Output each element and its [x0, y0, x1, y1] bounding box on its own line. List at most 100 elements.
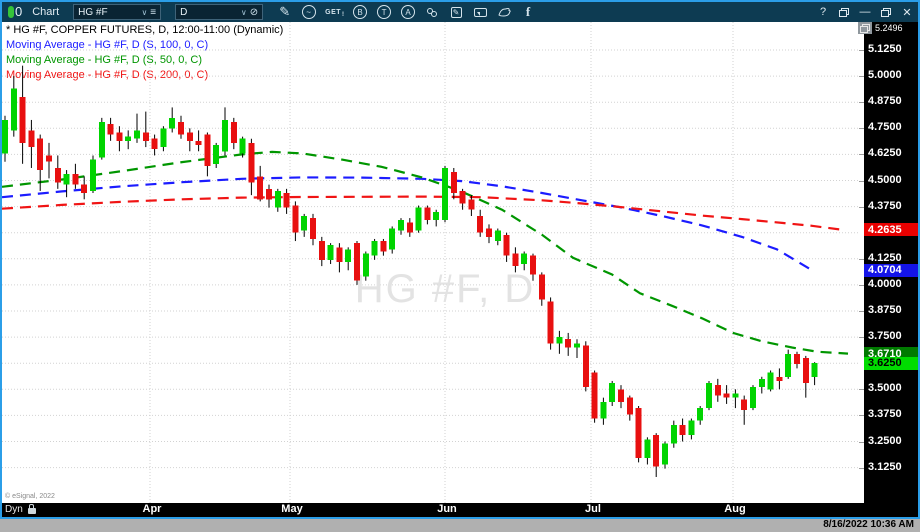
clock-datetime: 8/16/2022 10:36 AM [823, 519, 914, 530]
time-axis-bar[interactable]: Dyn Apr May Jun Jul Aug [2, 503, 918, 517]
interval-dropdown[interactable]: D ∨ ⊘ [175, 4, 264, 20]
candle-down [653, 435, 660, 467]
compose-note-icon[interactable]: ✎ [449, 4, 464, 20]
scale-top-value: 5.2496 [872, 22, 918, 34]
candle-up [90, 159, 96, 191]
candle-down [54, 167, 61, 183]
candle-down [46, 155, 52, 162]
candle-down [336, 247, 343, 262]
candle-down [230, 122, 237, 143]
circle-b-icon[interactable]: B [353, 4, 368, 20]
candle-up [222, 119, 228, 152]
candle-up [63, 174, 70, 185]
candle-down [142, 132, 149, 141]
candle-down [468, 199, 475, 210]
candle-up [389, 228, 396, 250]
candle-up [670, 424, 677, 444]
legend-line-2[interactable]: Moving Average - HG #F, D (S, 50, 0, C) [6, 54, 203, 66]
chat-bubble-icon[interactable] [473, 4, 488, 20]
candle-up [697, 408, 704, 421]
ma-line-ma-50[interactable] [2, 150, 849, 355]
candle-down [512, 253, 519, 267]
month-label-jun: Jun [437, 503, 457, 515]
pane-maximize-button[interactable] [858, 22, 872, 34]
draw-pencil-icon[interactable]: ✎ [279, 4, 291, 19]
candle-up [758, 378, 765, 388]
chart-legend: * HG #F, COPPER FUTURES, D, 12:00-11:00 … [6, 23, 283, 83]
candle-down [794, 353, 800, 365]
candle-down [292, 205, 299, 233]
price-tick-label: 3.8750 [868, 304, 902, 316]
circle-a-icon[interactable]: A [401, 4, 416, 20]
candle-down [530, 255, 536, 275]
candle-down [802, 357, 809, 384]
candle-up [556, 337, 563, 344]
price-tick-label: 4.5000 [868, 173, 902, 186]
candle-down [116, 132, 123, 141]
ma-line-ma-200[interactable] [2, 195, 844, 231]
window-controls: ? — ✕ [816, 2, 914, 22]
candle-up [125, 136, 132, 141]
candle-down [776, 376, 783, 381]
candle-down [424, 207, 431, 221]
title-bar: 0 Chart HG #F ∨ ≡ D ∨ ⊘ ✎ ~ GET BTA ✎ f ? — ✕ [2, 2, 918, 22]
studies-wave-icon[interactable]: ~ [301, 4, 316, 20]
twitter-bird-icon[interactable] [497, 4, 512, 20]
candle-up [10, 88, 17, 131]
candle-down [28, 130, 35, 148]
candle-up [98, 122, 105, 158]
candle-down [626, 397, 633, 415]
ma-line-ma-100[interactable] [2, 176, 813, 272]
candle-down [81, 184, 88, 194]
candle-up [767, 372, 774, 390]
ma-100-value-marker: 4.0704 [864, 263, 918, 277]
month-label-aug: Aug [724, 503, 746, 515]
chevron-down-icon[interactable]: ∨ [240, 7, 247, 17]
circle-t-icon[interactable]: T [377, 4, 392, 20]
price-tick-label: 5.0000 [868, 69, 902, 82]
candle-down [547, 301, 554, 344]
candle-up [362, 253, 369, 277]
get-quotes-icon[interactable]: GET [325, 4, 343, 20]
legend-line-3[interactable]: Moving Average - HG #F, D (S, 200, 0, C) [6, 69, 209, 81]
taskbar: 8/16/2022 10:36 AM [0, 519, 920, 532]
candle-up [785, 353, 792, 377]
candle-up [574, 343, 580, 348]
candle-up [662, 443, 668, 465]
candle-down [257, 176, 264, 200]
candle-down [72, 174, 79, 185]
candle-up [706, 383, 712, 409]
candle-down [318, 241, 325, 260]
candle-down [37, 138, 44, 171]
close-button[interactable]: ✕ [902, 6, 912, 19]
window-title: Chart [32, 6, 60, 18]
candle-up [274, 190, 281, 208]
candle-up [442, 167, 448, 221]
chart-canvas[interactable]: HG #F, D [2, 22, 860, 503]
price-tick-label: 3.2500 [868, 434, 902, 447]
chevron-down-icon[interactable]: ∨ [141, 7, 148, 17]
chart-window: 0 Chart HG #F ∨ ≡ D ∨ ⊘ ✎ ~ GET BTA ✎ f ? — ✕ *… [0, 0, 920, 519]
candle-down [107, 124, 114, 135]
candle-up [811, 363, 818, 377]
help-button[interactable]: ? [819, 6, 827, 18]
legend-line-1[interactable]: Moving Average - HG #F, D (S, 100, 0, C) [6, 39, 209, 51]
hamburger-icon[interactable]: ≡ [150, 6, 157, 18]
price-tick-label: 3.3750 [868, 408, 902, 421]
candle-up [609, 383, 616, 402]
price-tick-label: 4.6250 [868, 147, 902, 160]
candle-down [679, 424, 686, 436]
minimize-button[interactable]: — [859, 6, 871, 18]
candle-down [635, 408, 642, 459]
time-template-icon[interactable]: ⊘ [249, 6, 259, 18]
facebook-icon[interactable]: f [525, 4, 531, 19]
restore-button[interactable] [879, 5, 893, 19]
link-rings-icon[interactable] [425, 4, 440, 20]
symbol-dropdown[interactable]: HG #F ∨ ≡ [73, 4, 162, 20]
price-tick-label: 4.3750 [868, 199, 902, 212]
panel-layout-button[interactable] [837, 5, 851, 19]
month-label-apr: Apr [142, 503, 162, 515]
candle-up [750, 387, 756, 409]
candle-down [714, 385, 721, 396]
month-label-jul: Jul [585, 503, 601, 515]
